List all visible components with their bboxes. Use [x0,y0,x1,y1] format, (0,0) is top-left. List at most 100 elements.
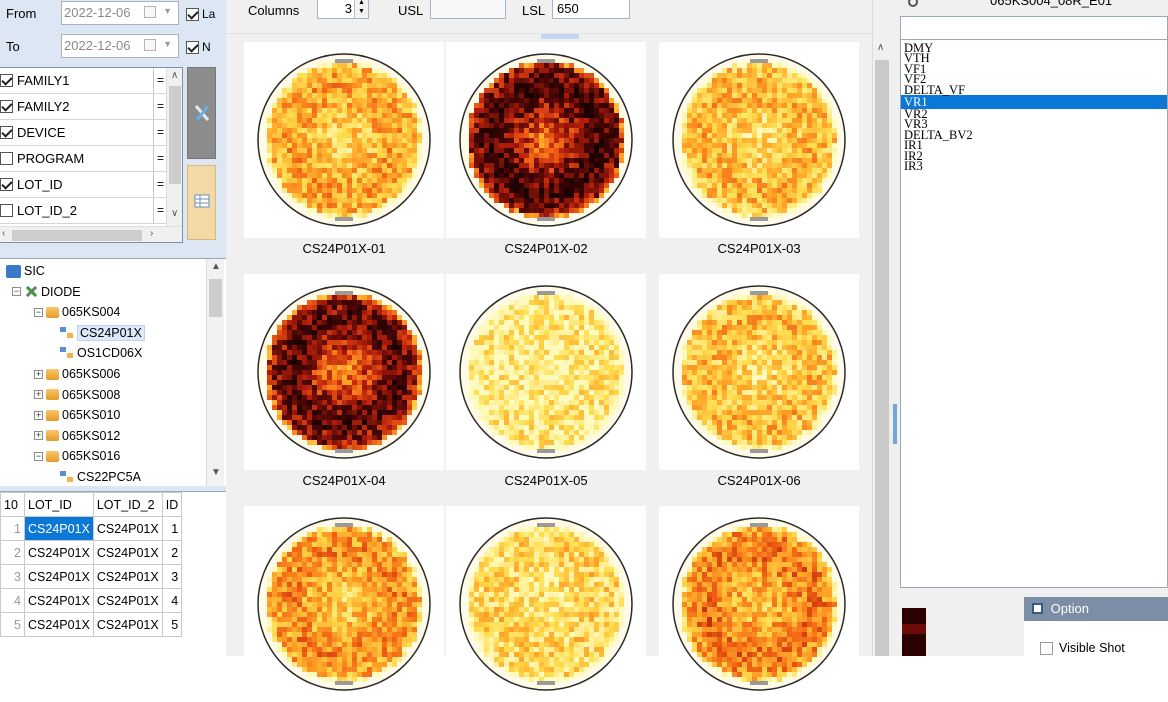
expand-toggle[interactable]: + [34,370,43,379]
from-date-picker[interactable]: 2022-12-06 ▼ [61,1,179,25]
chevron-left-icon[interactable]: ‹ [2,228,5,239]
tree-node[interactable]: CS22PC5A [60,467,141,487]
cell-lot-id-2[interactable]: CS24P01X [93,565,162,589]
list-item[interactable]: IR2 [901,151,1167,161]
expand-toggle[interactable]: + [34,390,43,399]
to-date-picker[interactable]: 2022-12-06 ▼ [61,34,179,58]
scroll-thumb[interactable] [169,86,181,184]
wafer-map-card[interactable] [244,274,444,470]
scroll-thumb[interactable] [12,230,142,241]
tree-node[interactable]: −065KS016 [34,446,120,466]
chevron-up-icon[interactable]: ▲ [211,261,221,272]
header-id[interactable]: ID [162,493,182,517]
tree-node[interactable]: −DIODE [12,282,81,302]
expand-toggle[interactable]: − [34,452,43,461]
cell-id[interactable]: 5 [162,613,182,637]
scroll-thumb[interactable] [209,279,222,317]
option-panel-header[interactable]: Option [1024,597,1168,621]
chevron-down-icon[interactable]: ∨ [171,208,178,219]
cell-lot-id-2[interactable]: CS24P01X [93,613,162,637]
wafer-map-card[interactable] [244,506,444,702]
list-item[interactable]: DMY [901,43,1167,53]
list-item[interactable]: VR2 [901,109,1167,119]
chevron-down-icon[interactable]: ▼ [163,6,172,16]
to-option-check[interactable]: N [186,40,211,54]
wafer-map-card[interactable] [659,42,859,238]
tree-node[interactable]: −065KS004 [34,302,120,322]
wafer-map-card[interactable] [446,274,646,470]
wafer-map-card[interactable] [446,42,646,238]
scroll-thumb[interactable] [875,60,889,656]
filter-row[interactable]: FAMILY2= [0,94,168,120]
from-option-check[interactable]: La [186,7,215,21]
filter-checkbox[interactable] [0,152,13,165]
wafer-map-card[interactable] [659,506,859,702]
tree-node[interactable]: OS1CD06X [60,343,142,363]
checkbox[interactable] [186,41,199,54]
cell-lot-id[interactable]: CS24P01X [25,541,94,565]
filter-scrollbar-vertical[interactable]: ∧ ∨ [166,68,183,228]
wafer-map-card[interactable] [244,42,444,238]
stepper-arrows[interactable]: ▲▼ [354,0,368,18]
filter-checkbox[interactable] [0,100,13,113]
tree-scrollbar[interactable]: ▲ ▼ [206,259,224,486]
tree-node[interactable]: +065KS010 [34,405,120,425]
cell-lot-id-2[interactable]: CS24P01X [93,541,162,565]
wafer-map-card[interactable] [659,274,859,470]
filter-row[interactable]: LOT_ID_2= [0,198,168,224]
filter-row[interactable]: DEVICE= [0,120,168,146]
filter-row[interactable]: FAMILY1= [0,68,168,94]
center-scrollbar[interactable]: ∧ [873,38,891,656]
list-item[interactable]: VF1 [901,64,1167,74]
filter-row[interactable]: LOT_ID= [0,172,168,198]
cell-lot-id-2[interactable]: CS24P01X [93,517,162,541]
wafer-map-card[interactable] [446,506,646,702]
cell-id[interactable]: 3 [162,565,182,589]
checkbox[interactable] [186,8,199,21]
chevron-down-icon[interactable]: ▼ [211,467,221,478]
visible-shot-checkbox[interactable] [1040,642,1053,655]
calendar-icon[interactable] [144,6,156,18]
list-item[interactable]: DELTA_BV2 [901,130,1167,140]
visible-shot-option[interactable]: Visible Shot [1040,641,1125,655]
filter-checkbox[interactable] [0,178,13,191]
cell-lot-id[interactable]: CS24P01X [25,613,94,637]
cell-lot-id[interactable]: CS24P01X [25,517,94,541]
item-search-input[interactable] [900,16,1168,40]
cell-id[interactable]: 4 [162,589,182,613]
tree-node[interactable]: SIC [6,261,45,281]
splitter-handle[interactable] [893,404,897,444]
chevron-up-icon[interactable]: ∧ [171,70,178,81]
collapse-grip[interactable] [541,34,579,39]
chevron-down-icon[interactable]: ▼ [163,39,172,49]
usl-input[interactable] [430,0,506,19]
expand-toggle[interactable]: − [12,287,21,296]
cell-id[interactable]: 1 [162,517,182,541]
filter-row[interactable]: PROGRAM= [0,146,168,172]
expand-toggle[interactable]: + [34,411,43,420]
lsl-input[interactable]: 650 [552,0,630,19]
grid-button[interactable] [187,165,216,240]
tree-node[interactable]: +065KS006 [34,364,120,384]
tree-node[interactable]: +065KS008 [34,385,120,405]
tools-button[interactable] [187,67,216,159]
cell-lot-id[interactable]: CS24P01X [25,565,94,589]
list-item[interactable]: IR3 [901,161,1167,171]
list-item[interactable]: VR1 [901,95,1167,109]
expand-toggle[interactable]: − [34,308,43,317]
columns-stepper[interactable]: 3 ▲▼ [317,0,369,19]
list-item[interactable]: VTH [901,53,1167,63]
calendar-icon[interactable] [144,39,156,51]
list-item[interactable]: DELTA_VF [901,85,1167,95]
header-lot-id[interactable]: LOT_ID [25,493,94,517]
cell-lot-id[interactable]: CS24P01X [25,589,94,613]
cell-lot-id-2[interactable]: CS24P01X [93,589,162,613]
filter-checkbox[interactable] [0,74,13,87]
tree-node[interactable]: CS24P01X [60,323,145,343]
chevron-right-icon[interactable]: › [150,228,153,239]
